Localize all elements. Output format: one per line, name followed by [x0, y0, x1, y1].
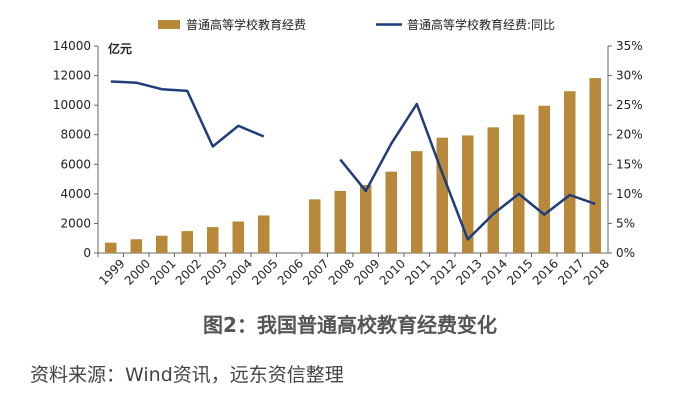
- x-axis-tick-label: 2005: [249, 256, 280, 287]
- x-axis-tick-label: 2006: [275, 256, 306, 287]
- bar: [589, 78, 601, 254]
- left-axis-tick-label: 4000: [60, 187, 91, 201]
- x-axis-tick-label: 2015: [504, 256, 535, 287]
- bar: [334, 190, 346, 253]
- x-axis-tick-label: 2007: [300, 256, 331, 287]
- x-axis-tick-label: 2016: [530, 256, 561, 287]
- right-axis-tick-label: 30%: [616, 69, 643, 83]
- left-axis-unit-label: 亿元: [108, 41, 132, 56]
- bar: [411, 151, 423, 253]
- x-axis-tick-label: 2004: [224, 256, 255, 287]
- bar: [462, 135, 474, 253]
- bar: [513, 114, 525, 253]
- legend-line-label: 普通高等学校教育经费:同比: [407, 17, 555, 32]
- figure-caption: 图2：我国普通高校教育经费变化: [203, 313, 497, 337]
- left-axis-tick-label: 6000: [60, 157, 91, 171]
- right-axis-tick-label: 20%: [616, 128, 643, 142]
- x-axis-tick-label: 2013: [453, 256, 484, 287]
- bar: [207, 227, 219, 253]
- chart: 0 2000 4000 6000 8000 10000 12000 14000 0% 5% 10% 1…: [53, 17, 643, 288]
- bar: [564, 91, 576, 253]
- x-axis-tick-label: 2014: [479, 256, 510, 287]
- legend: 普通高等学校教育经费 普通高等学校教育经费:同比: [158, 17, 555, 32]
- x-axis-tick-label: 2008: [326, 256, 357, 287]
- left-axis-tick-label: 8000: [60, 128, 91, 142]
- bar: [385, 171, 397, 253]
- bar: [309, 199, 321, 253]
- left-axis-tick-label: 14000: [53, 39, 91, 53]
- left-axis-tick-label: 0: [83, 246, 91, 260]
- right-axis-tick-label: 0%: [616, 246, 635, 260]
- line-segment: [339, 102, 596, 241]
- bar: [181, 231, 193, 253]
- left-axis-tick-label: 12000: [53, 69, 91, 83]
- x-axis-tick-label: 2002: [173, 256, 204, 287]
- bar-series: [105, 78, 601, 254]
- bar: [487, 127, 499, 253]
- x-axis-tick-label: 1999: [96, 256, 127, 287]
- bar: [232, 221, 244, 253]
- line-series: [110, 80, 596, 241]
- line-segment: [110, 80, 265, 148]
- right-axis-tick-label: 25%: [616, 98, 643, 112]
- bar: [538, 105, 550, 253]
- left-axis-tick-label: 2000: [60, 216, 91, 230]
- right-axis-tick-label: 10%: [616, 187, 643, 201]
- legend-bar-swatch: [158, 20, 180, 29]
- x-axis-tick-label: 2012: [428, 256, 459, 287]
- left-axis-tick-label: 10000: [53, 98, 91, 112]
- right-axis-tick-label: 5%: [616, 216, 635, 230]
- x-axis-tick-label: 2010: [377, 256, 408, 287]
- x-axis-tick-label: 2000: [122, 256, 153, 287]
- bar: [105, 242, 117, 253]
- legend-bar-label: 普通高等学校教育经费: [186, 17, 306, 32]
- x-axis-tick-label: 2017: [555, 256, 586, 287]
- x-axis-tick-label: 2001: [147, 256, 178, 287]
- right-axis-tick-label: 15%: [616, 157, 643, 171]
- bar: [258, 215, 270, 253]
- bar: [130, 239, 142, 253]
- x-axis-tick-label: 2018: [581, 256, 612, 287]
- right-axis-tick-label: 35%: [616, 39, 643, 53]
- x-axis-tick-label: 2009: [351, 256, 382, 287]
- source-note: 资料来源：Wind资讯，远东资信整理: [30, 364, 344, 386]
- x-axis-tick-label: 2011: [402, 256, 433, 287]
- x-axis-tick-label: 2003: [198, 256, 229, 287]
- bar: [436, 137, 448, 253]
- bar: [360, 184, 372, 253]
- bar: [156, 235, 168, 253]
